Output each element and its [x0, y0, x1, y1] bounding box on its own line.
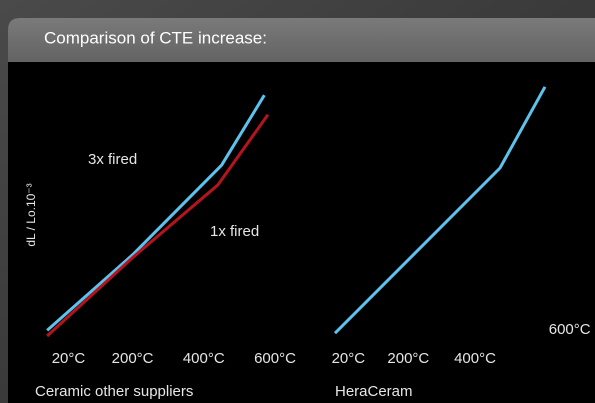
x-tick-label: 600°C — [549, 321, 591, 338]
panel-background — [8, 62, 595, 403]
line-series — [333, 86, 547, 335]
y-axis-label: dL / Lo.10⁻³ — [24, 183, 38, 246]
x-tick-label: 200°C — [112, 350, 154, 367]
x-tick-label: 400°C — [454, 350, 496, 367]
panel-caption: HeraCeram — [335, 383, 413, 400]
x-tick-label: 600°C — [254, 350, 296, 367]
header-bar — [8, 18, 595, 62]
series-label: 3x fired — [88, 151, 137, 168]
x-tick-label: 20°C — [332, 350, 366, 367]
x-tick-label: 20°C — [52, 350, 86, 367]
panel-caption: Ceramic other suppliers — [35, 383, 193, 400]
series-label: 1x fired — [210, 223, 259, 240]
header-title: Comparison of CTE increase: — [44, 28, 267, 47]
x-tick-label: 400°C — [183, 350, 225, 367]
x-tick-label: 200°C — [387, 350, 429, 367]
line-series — [46, 113, 270, 338]
line-series — [46, 94, 266, 332]
